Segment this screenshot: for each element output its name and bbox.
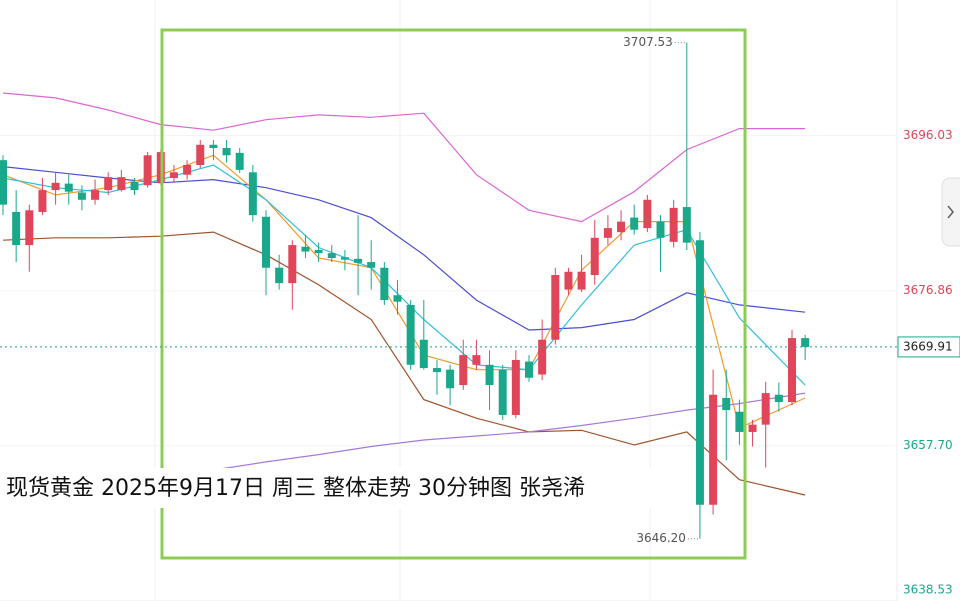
candle-body xyxy=(12,211,21,246)
candle-body xyxy=(419,339,428,369)
candle-body xyxy=(801,338,810,347)
candle-body xyxy=(446,369,455,389)
candle-body xyxy=(288,245,297,284)
candle-body xyxy=(0,160,7,205)
candle-body xyxy=(551,275,560,340)
y-tick-label: 3657.70 xyxy=(903,438,953,452)
highlight-box xyxy=(160,28,747,560)
candle-body xyxy=(248,172,257,216)
y-tick-label: 3676.86 xyxy=(903,283,953,297)
candle-body xyxy=(25,210,34,246)
candle-body xyxy=(695,240,704,505)
candle-body xyxy=(380,267,389,301)
candle-body xyxy=(748,424,757,432)
y-tick-label: 3638.53 xyxy=(903,583,953,597)
indicator-line xyxy=(2,164,806,386)
candle-body xyxy=(183,165,192,175)
candle-body xyxy=(472,355,481,365)
candle-body xyxy=(262,216,270,268)
candle-body xyxy=(603,228,612,238)
candle-body xyxy=(564,271,573,290)
candle-body xyxy=(761,393,770,425)
scroll-tab[interactable] xyxy=(941,177,960,247)
candle-body xyxy=(340,257,349,260)
candle-body xyxy=(630,217,639,230)
candle-body xyxy=(104,177,113,191)
candle-body xyxy=(735,411,744,432)
candle-body xyxy=(169,172,178,178)
candle-body xyxy=(538,339,547,375)
candle-body xyxy=(643,199,652,229)
caption: 现货黄金 2025年9月17日 周三 整体走势 30分钟图 张尧浠 xyxy=(6,476,585,501)
candle-body xyxy=(774,394,783,403)
caption-bg xyxy=(0,468,680,508)
candle-body xyxy=(314,249,323,254)
candle-body xyxy=(432,368,441,373)
y-tick-label: 3696.03 xyxy=(903,128,953,142)
scroll-button[interactable] xyxy=(941,177,960,247)
last-price-label: 3669.91 xyxy=(903,339,953,353)
candle-body xyxy=(91,190,100,200)
candle-body xyxy=(485,364,494,386)
high-label: 3707.53 xyxy=(623,35,673,49)
candle-body xyxy=(130,181,139,191)
candle-body xyxy=(354,258,363,263)
candle-body xyxy=(64,183,73,192)
scroll-arrow xyxy=(947,205,955,219)
indicator-line xyxy=(2,231,806,496)
candle-body xyxy=(656,221,665,238)
candle-body xyxy=(406,304,415,365)
candle-body xyxy=(498,369,507,415)
candle-body xyxy=(788,338,796,403)
candle-body xyxy=(722,397,731,411)
candle-body xyxy=(38,190,47,212)
low-label: 3646.20 xyxy=(636,531,686,545)
candle-body xyxy=(235,152,244,170)
indicator-line xyxy=(2,154,806,429)
candle-body xyxy=(117,177,126,191)
candle-body xyxy=(590,237,599,276)
candle-body xyxy=(327,253,336,259)
candle-body xyxy=(275,267,284,284)
candle-body xyxy=(51,182,60,191)
candle-body xyxy=(393,295,402,302)
candle-body xyxy=(682,207,691,243)
candle-body xyxy=(143,155,152,186)
candle-body xyxy=(301,246,310,252)
candle-body xyxy=(77,192,86,200)
last-price-tag xyxy=(897,336,960,358)
candle-body xyxy=(196,144,205,166)
candle-body xyxy=(367,262,376,268)
candle-body xyxy=(222,148,231,156)
candle-body xyxy=(459,355,468,386)
candle-body xyxy=(669,207,678,242)
candle-body xyxy=(577,271,586,290)
candle-body xyxy=(209,144,218,149)
indicator-line xyxy=(2,92,806,223)
candle-body xyxy=(709,394,718,505)
candle-body xyxy=(511,359,520,415)
candle-body xyxy=(525,361,533,378)
indicator-line xyxy=(2,166,806,331)
candle-body xyxy=(617,221,626,233)
